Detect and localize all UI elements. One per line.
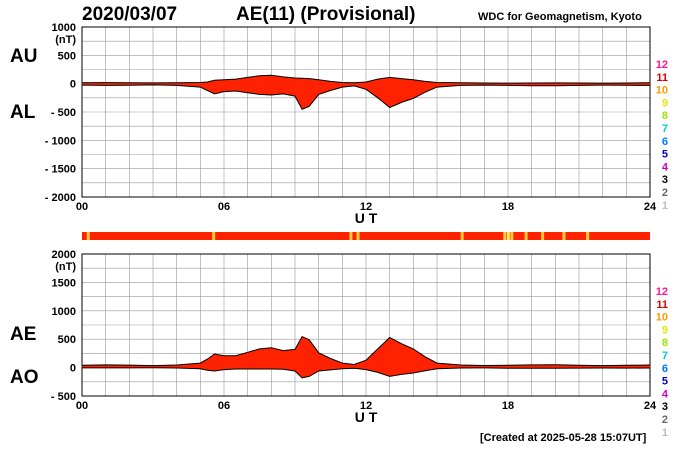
y-tick-label: - 1000 <box>45 135 76 147</box>
station-scale-label: 11 <box>656 299 668 311</box>
station-scale-label: 10 <box>656 312 668 324</box>
series-line-al <box>81 84 651 110</box>
station-scale-label: 11 <box>656 72 668 84</box>
station-scale-label: 6 <box>662 363 668 375</box>
station-count-mark <box>506 232 510 240</box>
station-scale-label: 10 <box>656 85 668 97</box>
x-tick-label: 12 <box>360 201 372 213</box>
series-line-ae <box>81 335 651 367</box>
x-tick-label: 06 <box>218 400 230 412</box>
station-scale-label: 8 <box>662 337 668 349</box>
station-count-mark <box>356 232 360 240</box>
station-scale-label: 6 <box>662 136 668 148</box>
y-tick-label: 1500 <box>52 277 76 289</box>
station-scale-label: 7 <box>662 123 668 135</box>
station-scale-label: 9 <box>662 97 668 109</box>
station-scale-label: 12 <box>656 59 668 71</box>
station-scale-label: 5 <box>662 149 668 161</box>
station-count-mark <box>212 232 216 240</box>
station-scale-label: 1 <box>662 200 668 212</box>
station-scale-label: 3 <box>662 401 668 413</box>
station-count-mark <box>524 232 528 240</box>
station-scale-label: 1 <box>662 427 668 439</box>
station-count-mark <box>86 232 90 240</box>
y-tick-label: - 500 <box>51 107 76 119</box>
station-scale-label: 12 <box>656 286 668 298</box>
plot-frame <box>81 253 651 397</box>
station-count-mark <box>562 232 566 240</box>
y-tick-label: 0 <box>70 363 76 375</box>
station-scale-label: 3 <box>662 174 668 186</box>
series-label-ae: AE <box>10 324 36 345</box>
series-band-fill <box>82 336 650 378</box>
station-scale-label: 2 <box>662 187 668 199</box>
series-line-au <box>81 74 651 84</box>
station-count-mark <box>349 232 353 240</box>
y-tick-label: 500 <box>58 334 76 346</box>
plot-frame <box>81 26 651 198</box>
y-tick-label: - 2000 <box>45 192 76 204</box>
y-tick-label: 0 <box>70 79 76 91</box>
station-scale-label: 4 <box>662 388 669 400</box>
x-axis-label: U T <box>355 210 378 226</box>
x-tick-label: 12 <box>360 400 372 412</box>
station-count-mark <box>503 232 507 240</box>
y-tick-label: - 500 <box>51 391 76 403</box>
y-tick-label: 2000 <box>52 249 76 261</box>
x-tick-label: 06 <box>218 201 230 213</box>
chart-title: AE(11) (Provisional) <box>236 4 416 25</box>
x-tick-label: 24 <box>644 201 657 213</box>
station-count-mark <box>510 232 514 240</box>
station-scale-label: 2 <box>662 414 668 426</box>
station-count-mark <box>460 232 464 240</box>
station-count-bar <box>82 232 650 240</box>
organization-label: WDC for Geomagnetism, Kyoto <box>478 11 642 23</box>
x-tick-label: 24 <box>644 400 657 412</box>
station-count-mark <box>541 232 545 240</box>
station-count-mark <box>586 232 590 240</box>
x-tick-label: 00 <box>76 201 88 213</box>
series-band-fill <box>82 75 650 110</box>
y-tick-label: - 1500 <box>45 164 76 176</box>
series-label-au: AU <box>10 46 37 67</box>
y-tick-label: 1000 <box>52 306 76 318</box>
series-label-ao: AO <box>10 367 39 388</box>
station-scale-label: 7 <box>662 350 668 362</box>
station-scale-label: 8 <box>662 110 668 122</box>
y-tick-label: 1000 <box>52 22 76 34</box>
series-label-al: AL <box>10 102 36 123</box>
x-tick-label: 00 <box>76 400 88 412</box>
created-timestamp: [Created at 2025-05-28 15:07UT] <box>480 432 647 444</box>
x-tick-label: 18 <box>502 400 514 412</box>
y-unit-label: (nT) <box>55 261 76 273</box>
station-scale-label: 5 <box>662 376 668 388</box>
y-unit-label: (nT) <box>55 34 76 46</box>
station-scale-label: 9 <box>662 324 668 336</box>
series-line-ao <box>82 367 651 379</box>
panel-ae-ao <box>81 253 651 397</box>
date-label: 2020/03/07 <box>82 4 178 25</box>
x-tick-label: 18 <box>502 201 514 213</box>
y-tick-label: 500 <box>58 50 76 62</box>
x-axis-label: U T <box>355 409 378 425</box>
station-scale-label: 4 <box>662 161 669 173</box>
panel-au-al <box>81 26 651 198</box>
